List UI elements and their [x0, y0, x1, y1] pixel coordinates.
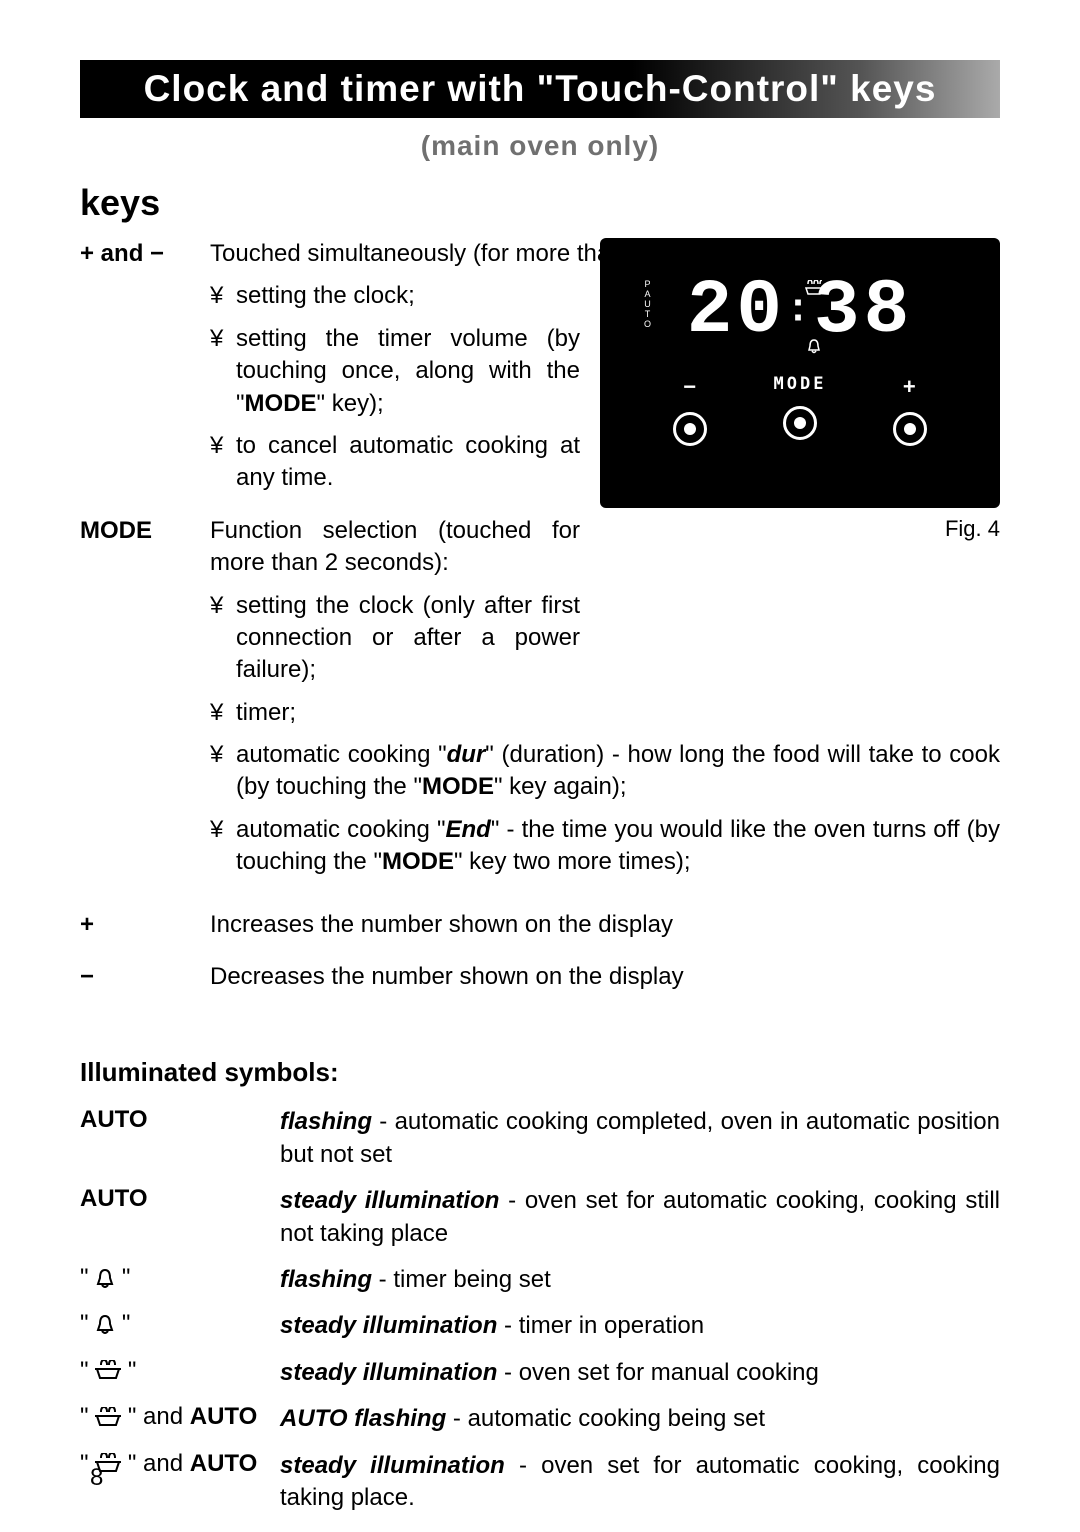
- illuminated-heading: Illuminated symbols:: [80, 1057, 1000, 1088]
- digital-time: 20:38: [640, 268, 960, 354]
- pot-icon: [95, 1407, 121, 1429]
- illum-desc: flashing - automatic cooking completed, …: [280, 1106, 1000, 1171]
- illum-row: " " and AUTOsteady illumination - oven s…: [80, 1450, 1000, 1515]
- title-bar: Clock and timer with "Touch-Control" key…: [80, 60, 1000, 118]
- plus-label: +: [893, 374, 927, 400]
- illum-row: " "steady illumination - oven set for ma…: [80, 1357, 1000, 1389]
- illum-desc: steady illumination - oven set for autom…: [280, 1450, 1000, 1515]
- figure-caption: Fig. 4: [600, 516, 1000, 542]
- button-row: − MODE +: [640, 374, 960, 446]
- subtitle: (main oven only): [80, 130, 1000, 162]
- illum-row: AUTOsteady illumination - oven set for a…: [80, 1185, 1000, 1250]
- display-panel: PAUTO 20:38 − MODE: [600, 238, 1000, 508]
- illum-row: " " and AUTOAUTO flashing - automatic co…: [80, 1403, 1000, 1435]
- illum-desc: steady illumination - timer in operation: [280, 1310, 1000, 1342]
- key-desc: Decreases the number shown on the displa…: [210, 961, 1000, 993]
- illum-label: " ": [80, 1264, 280, 1292]
- illum-label: " ": [80, 1310, 280, 1338]
- illum-desc: flashing - timer being set: [280, 1264, 1000, 1296]
- minus-label: −: [673, 374, 707, 400]
- illum-desc: steady illumination - oven set for autom…: [280, 1185, 1000, 1250]
- key-mode: MODE Function selection (touched for mor…: [80, 515, 1000, 889]
- illum-desc: AUTO flashing - automatic cooking being …: [280, 1403, 1000, 1435]
- illum-label: AUTO: [80, 1185, 280, 1213]
- illum-row: AUTOflashing - automatic cooking complet…: [80, 1106, 1000, 1171]
- bell-icon: [95, 1268, 115, 1290]
- key-label: MODE: [80, 515, 210, 547]
- illum-label: " " and AUTO: [80, 1403, 280, 1431]
- key-desc: Function selection (touched for more tha…: [210, 515, 1000, 889]
- figure-box: PAUTO 20:38 − MODE: [600, 238, 1000, 542]
- illum-row: " "steady illumination - timer in operat…: [80, 1310, 1000, 1342]
- key-label: + and −: [80, 238, 210, 270]
- content-wrap: PAUTO 20:38 − MODE: [80, 238, 1000, 1514]
- mode-button[interactable]: MODE: [774, 374, 827, 446]
- minus-button[interactable]: −: [673, 374, 707, 446]
- key-minus: − Decreases the number shown on the disp…: [80, 961, 1000, 993]
- illum-label: AUTO: [80, 1106, 280, 1134]
- illum-label: " ": [80, 1357, 280, 1385]
- mode-label: MODE: [774, 374, 827, 394]
- key-label: +: [80, 909, 210, 941]
- key-plus: + Increases the number shown on the disp…: [80, 909, 1000, 941]
- illum-label: " " and AUTO: [80, 1450, 280, 1478]
- illuminated-list: AUTOflashing - automatic cooking complet…: [80, 1106, 1000, 1514]
- plus-button[interactable]: +: [893, 374, 927, 446]
- key-desc: Increases the number shown on the displa…: [210, 909, 1000, 941]
- pot-icon: [95, 1360, 121, 1382]
- bell-icon: [95, 1314, 115, 1336]
- keys-heading: keys: [80, 182, 1000, 224]
- illum-desc: steady illumination - oven set for manua…: [280, 1357, 1000, 1389]
- key-label: −: [80, 961, 210, 993]
- illum-row: " "flashing - timer being set: [80, 1264, 1000, 1296]
- page-number: 8: [90, 1464, 103, 1492]
